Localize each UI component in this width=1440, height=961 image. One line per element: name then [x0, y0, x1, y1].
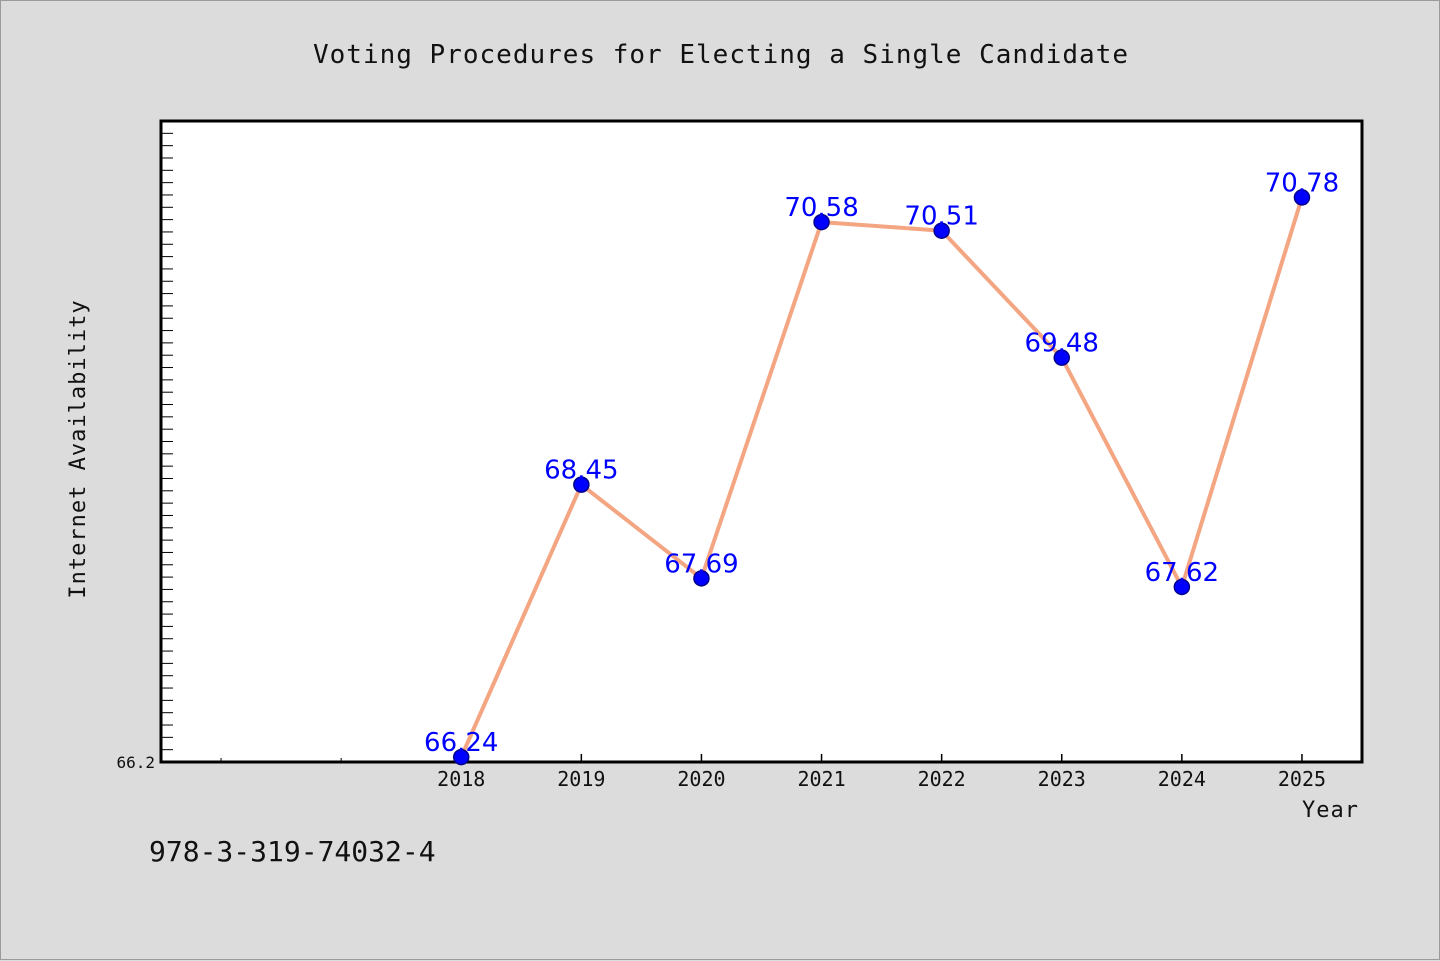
data-label: 70.51 — [904, 202, 978, 232]
data-label: 67.62 — [1145, 558, 1219, 588]
data-point-marker — [453, 748, 470, 766]
data-label: 68.45 — [544, 456, 618, 486]
data-point-marker — [933, 222, 950, 239]
data-point-marker — [573, 476, 590, 493]
chart-title: Voting Procedures for Electing a Single … — [313, 40, 1129, 70]
data-label: 67.69 — [664, 549, 738, 579]
data-label: 66.24 — [424, 728, 498, 758]
data-label: 70.58 — [784, 193, 858, 223]
y-tick-label: 66.2 — [116, 753, 155, 772]
y-axis-label: Internet Availability — [66, 299, 91, 598]
series-layer — [453, 189, 1311, 766]
x-tick-label: 2019 — [557, 767, 605, 791]
y-axis-ticks: 66.2 — [116, 120, 173, 772]
data-label: 69.48 — [1025, 329, 1099, 359]
x-axis-ticks: 2018 2019 2020 2021 2022 2023 2024 2025 — [220, 754, 1326, 791]
x-axis-label: Year — [1302, 798, 1359, 823]
x-tick-label: 2025 — [1278, 767, 1326, 791]
data-point-marker — [813, 213, 830, 231]
data-point-marker — [693, 570, 710, 587]
x-tick-label: 2018 — [437, 767, 485, 791]
data-point-marker — [1053, 349, 1070, 366]
x-tick-label: 2021 — [797, 767, 845, 791]
x-tick-label: 2022 — [918, 767, 966, 791]
series-line — [459, 196, 1304, 758]
data-point-marker — [1293, 189, 1311, 206]
data-point-marker — [1173, 578, 1191, 596]
x-tick-label: 2023 — [1038, 767, 1086, 791]
isbn-text: 978-3-319-74032-4 — [149, 835, 436, 868]
x-tick-label: 2024 — [1158, 767, 1206, 791]
data-labels-layer: 66.24 68.45 67.69 70.58 70.51 69.48 67.62 70.78 — [424, 168, 1339, 758]
x-tick-label: 2020 — [677, 767, 725, 791]
data-label: 70.78 — [1265, 168, 1339, 198]
plot-area — [159, 119, 1364, 764]
